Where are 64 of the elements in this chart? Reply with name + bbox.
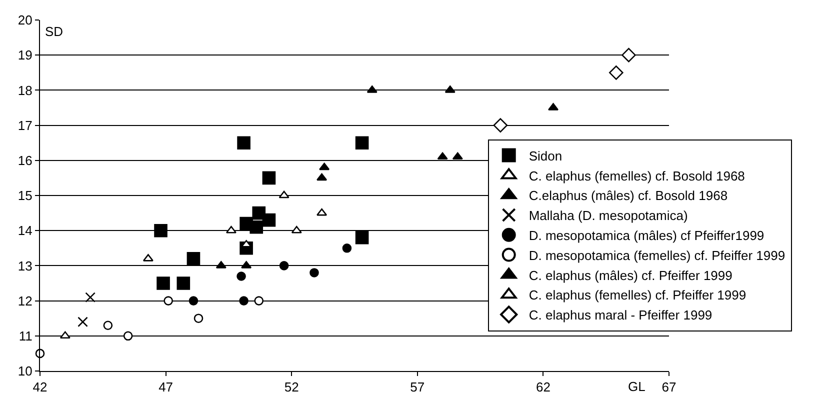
point xyxy=(123,331,133,341)
x-tick-label: 57 xyxy=(410,380,425,395)
point xyxy=(254,296,264,306)
y-axis-title: SD xyxy=(45,24,64,39)
x-tick-label: 62 xyxy=(536,380,550,395)
y-tick-label: 19 xyxy=(18,48,32,63)
x-tick-label: 52 xyxy=(284,380,299,395)
point xyxy=(164,296,173,306)
point xyxy=(156,276,170,290)
point xyxy=(239,296,248,306)
point xyxy=(103,320,113,330)
y-tick-label: 16 xyxy=(18,152,32,168)
point xyxy=(493,118,508,132)
point xyxy=(236,272,246,281)
legend-label: C. elaphus (mâles) cf. Pfeiffer 1999 xyxy=(528,268,732,283)
y-tick-label: 17 xyxy=(18,118,32,133)
point xyxy=(342,244,352,253)
legend-label: D. mesopotamica (mâles) cf Pfeiffer1999 xyxy=(528,228,764,243)
y-tick-label: 20 xyxy=(18,12,32,28)
point xyxy=(279,261,289,270)
point xyxy=(194,314,204,323)
point xyxy=(452,152,463,160)
point xyxy=(262,171,276,185)
point xyxy=(291,226,302,234)
point xyxy=(355,136,369,150)
point xyxy=(78,316,88,328)
y-tick-label: 15 xyxy=(18,188,32,204)
point xyxy=(310,268,319,278)
legend-label: C. elaphus (femelles) cf. Bosold 1968 xyxy=(528,168,745,184)
legend-label: D. mesopotamica (femelles) cf. Pfeiffer 1999 xyxy=(528,248,786,263)
y-tick-label: 18 xyxy=(18,82,32,98)
y-tick-label: 11 xyxy=(18,328,32,344)
legend-label: Mallaha (D. mesopotamica) xyxy=(528,208,688,224)
point xyxy=(176,276,190,290)
point xyxy=(250,220,264,234)
y-tick-label: 12 xyxy=(18,293,32,308)
legend-label: C.elaphus (mâles) cf. Bosold 1968 xyxy=(528,188,728,204)
x-tick-label: 42 xyxy=(32,380,48,395)
x-tick-label: 47 xyxy=(158,380,174,395)
point xyxy=(262,213,276,227)
point xyxy=(319,162,330,170)
legend-label: C. elaphus maral - Pfeiffer 1999 xyxy=(528,308,712,323)
point xyxy=(437,152,448,160)
point xyxy=(188,296,198,306)
point xyxy=(316,208,328,216)
point xyxy=(186,252,200,266)
legend-label: C. elaphus (femelles) cf. Pfeiffer 1999 xyxy=(528,288,746,303)
point xyxy=(252,206,266,220)
point xyxy=(237,136,250,150)
y-tick-label: 10 xyxy=(18,364,32,379)
point xyxy=(85,292,96,302)
point xyxy=(316,173,328,181)
y-tick-label: 14 xyxy=(18,223,32,238)
point xyxy=(60,331,70,339)
point xyxy=(622,48,636,62)
point xyxy=(609,66,624,80)
y-tick-label: 13 xyxy=(18,258,32,274)
x-tick-label: 67 xyxy=(662,380,676,395)
point xyxy=(226,226,236,234)
point xyxy=(154,224,168,238)
point xyxy=(355,230,369,244)
point xyxy=(278,190,290,198)
x-axis-title: GL xyxy=(628,379,646,394)
legend-label: Sidon xyxy=(528,148,562,164)
